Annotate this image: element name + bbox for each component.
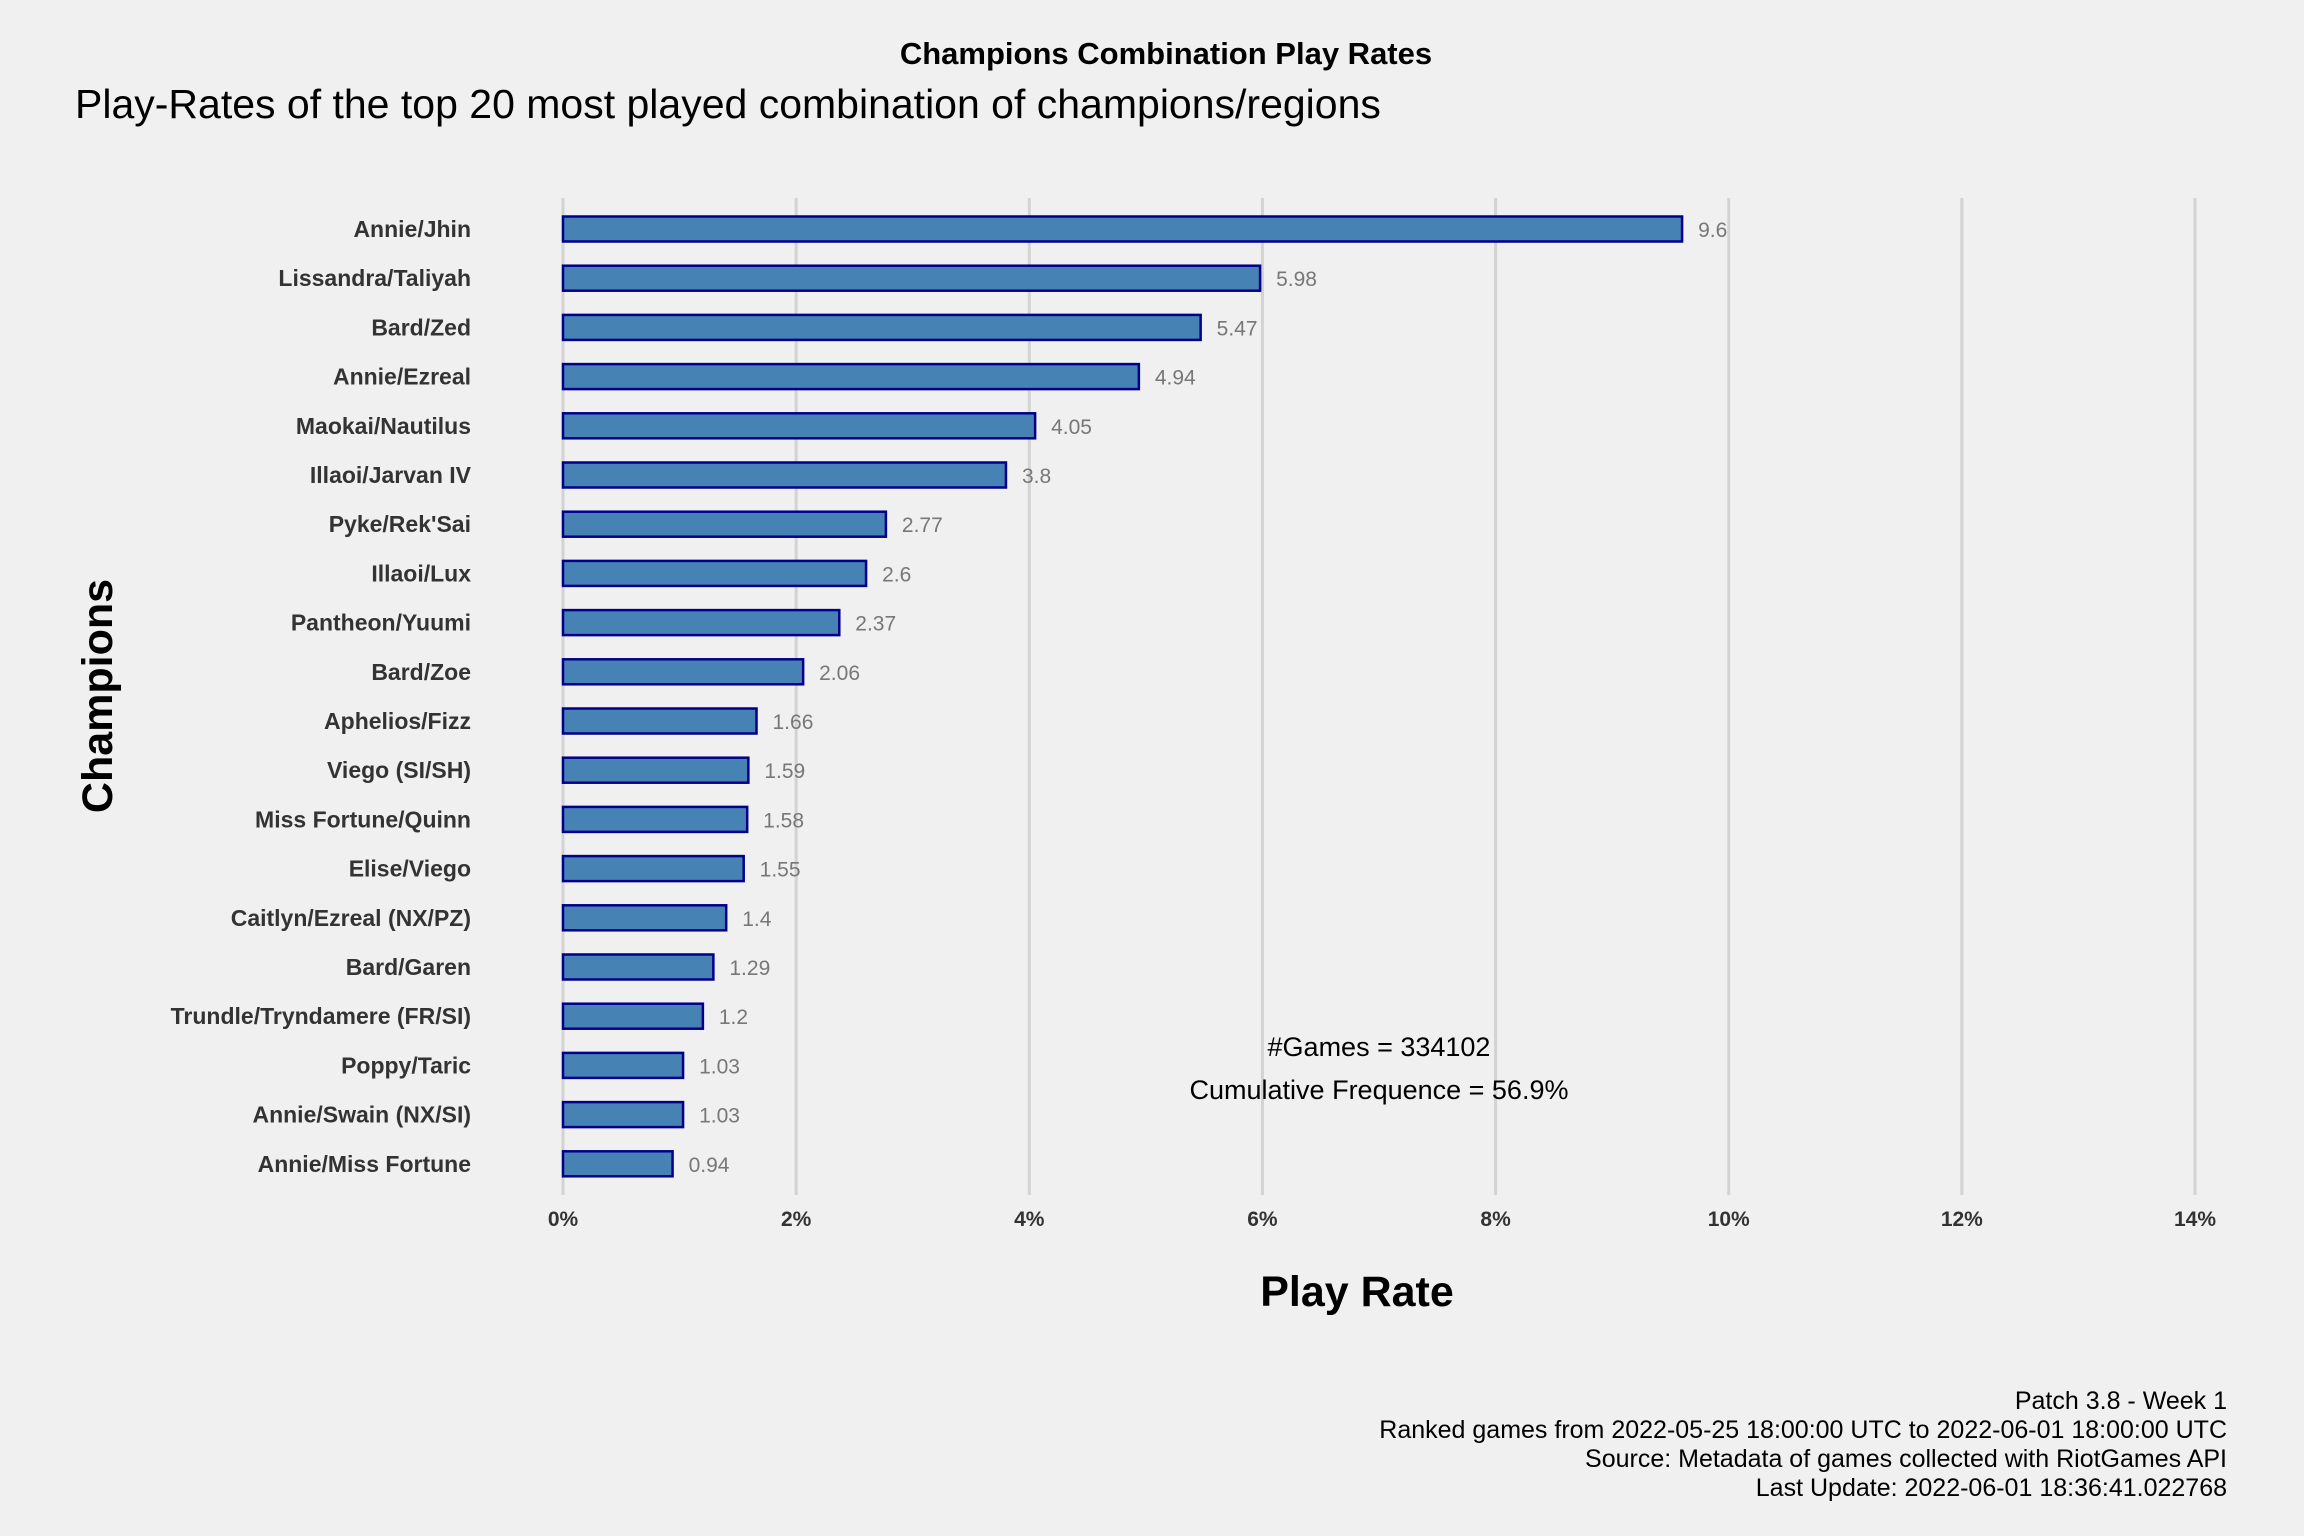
bar [561, 854, 745, 883]
x-tick-labels: 0% 2% 4% 6% 8% 10% 12% 14% [548, 1208, 2217, 1231]
category-label: Aphelios/Fizz [324, 708, 471, 734]
value-label: 5.98 [1276, 268, 1317, 291]
bar [561, 805, 749, 834]
caption-source: Source: Metadata of games collected with… [1585, 1445, 2227, 1473]
x-tick-label: 10% [1708, 1208, 1750, 1231]
bar [561, 362, 1141, 391]
bar [561, 412, 1037, 440]
value-label: 5.47 [1217, 317, 1258, 340]
x-tick-label: 14% [2174, 1208, 2216, 1231]
value-label: 1.29 [729, 957, 770, 980]
value-label: 0.94 [689, 1154, 730, 1177]
bar [561, 1150, 674, 1178]
value-label: 4.94 [1155, 367, 1196, 390]
category-label: Pyke/Rek'Sai [329, 511, 471, 537]
value-label: 1.03 [699, 1105, 740, 1128]
bar [561, 953, 715, 981]
category-label: Bard/Garen [346, 954, 471, 980]
bar [561, 1100, 685, 1129]
caption-patch: Patch 3.8 - Week 1 [2015, 1387, 2227, 1415]
bar [561, 904, 728, 932]
category-label: Pantheon/Yuumi [291, 610, 471, 636]
category-label: Annie/Jhin [353, 216, 471, 242]
x-tick-label: 8% [1480, 1208, 1511, 1231]
caption-date-range: Ranked games from 2022-05-25 18:00:00 UT… [1379, 1416, 2227, 1444]
category-label: Annie/Swain (NX/SI) [252, 1102, 471, 1128]
value-label: 1.2 [719, 1006, 748, 1029]
x-tick-label: 12% [1941, 1208, 1983, 1231]
bar [561, 215, 1684, 243]
category-label: Caitlyn/Ezreal (NX/PZ) [231, 905, 471, 931]
x-tick-label: 6% [1247, 1208, 1278, 1231]
value-label: 3.8 [1022, 465, 1051, 488]
category-label: Illaoi/Jarvan IV [310, 462, 472, 488]
bar [561, 1051, 685, 1080]
bars [561, 215, 1684, 1178]
value-label: 1.58 [763, 809, 804, 832]
category-label: Bard/Zoe [371, 659, 471, 685]
caption-last-update: Last Update: 2022-06-01 18:36:41.022768 [1756, 1474, 2227, 1502]
bar [561, 608, 841, 637]
bar [561, 510, 888, 538]
category-label: Elise/Viego [349, 856, 471, 882]
value-label: 1.66 [773, 711, 814, 734]
bar [561, 1002, 705, 1030]
x-tick-label: 4% [1014, 1208, 1045, 1231]
value-label: 1.4 [742, 908, 772, 931]
value-label: 9.6 [1698, 219, 1727, 242]
x-tick-label: 2% [781, 1208, 812, 1231]
chart-title: Champions Combination Play Rates [900, 36, 1432, 71]
value-label: 1.55 [760, 859, 801, 882]
y-axis-title: Champions [74, 579, 122, 813]
bar [561, 313, 1202, 342]
category-label: Bard/Zed [371, 314, 471, 340]
category-label: Maokai/Nautilus [296, 413, 471, 439]
value-label: 2.77 [902, 514, 943, 537]
games-count-annotation: #Games = 334102 [1268, 1032, 1491, 1062]
category-label: Annie/Miss Fortune [258, 1151, 471, 1177]
bar [561, 559, 868, 588]
x-axis-title: Play Rate [1260, 1268, 1454, 1316]
bar [561, 658, 805, 686]
x-tick-label: 0% [548, 1208, 579, 1231]
chart-subtitle: Play-Rates of the top 20 most played com… [75, 81, 1381, 127]
category-label: Viego (SI/SH) [327, 757, 471, 783]
value-label: 4.05 [1051, 416, 1092, 439]
value-label: 2.06 [819, 662, 860, 685]
bar [561, 461, 1008, 489]
value-label: 1.03 [699, 1055, 740, 1078]
value-label: 1.59 [764, 760, 805, 783]
category-label: Illaoi/Lux [371, 560, 471, 586]
category-label: Lissandra/Taliyah [278, 265, 471, 291]
value-label: 2.6 [882, 563, 911, 586]
bar [561, 707, 758, 735]
bar [561, 264, 1262, 292]
bar [561, 756, 750, 784]
category-labels: Annie/Jhin Lissandra/Taliyah Bard/Zed Annie… [171, 216, 472, 1177]
category-label: Miss Fortune/Quinn [255, 806, 471, 832]
category-label: Trundle/Tryndamere (FR/SI) [171, 1003, 471, 1029]
category-label: Annie/Ezreal [333, 364, 471, 390]
value-label: 2.37 [855, 613, 896, 636]
value-labels: 9.6 5.98 5.47 4.94 4.05 3.8 2.77 2.6 2.37 2.06 1.6… [689, 219, 1728, 1177]
cumulative-frequence-annotation: Cumulative Frequence = 56.9% [1190, 1075, 1569, 1105]
category-label: Poppy/Taric [341, 1052, 471, 1078]
